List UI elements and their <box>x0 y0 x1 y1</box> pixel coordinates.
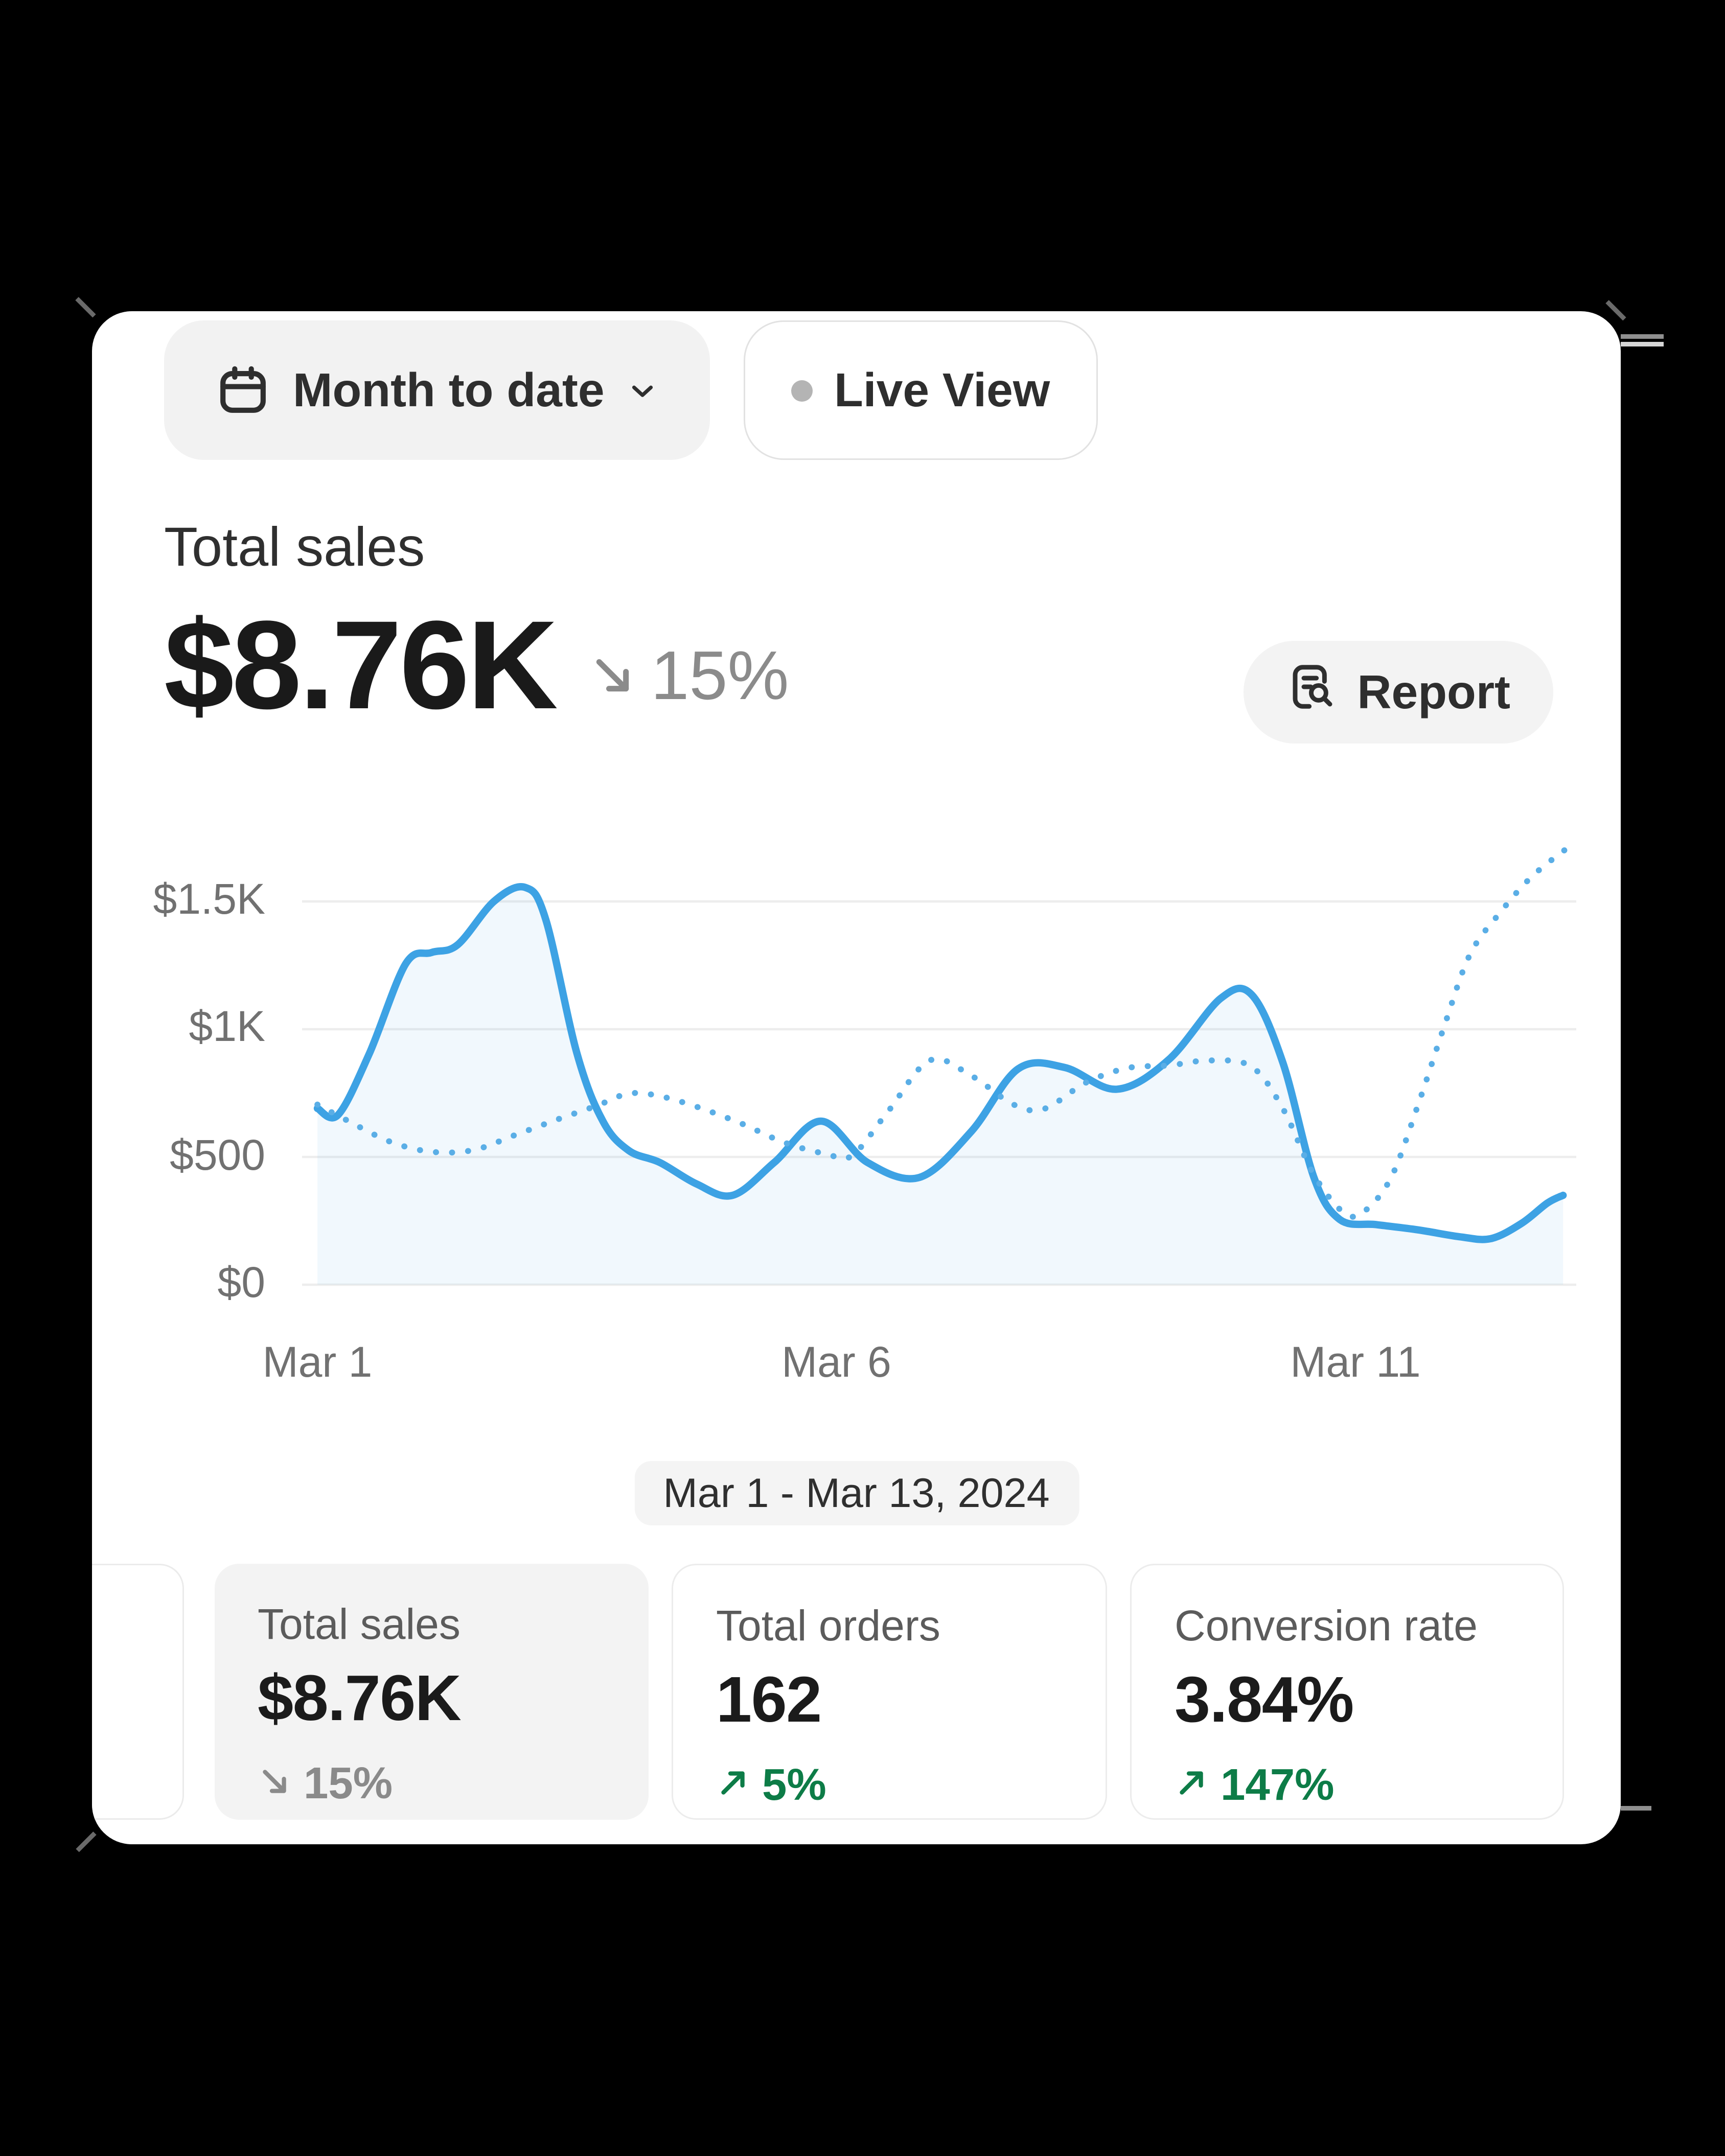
metric-card-conversion-rate[interactable]: Conversion rate 3.84% 147% <box>1130 1564 1564 1820</box>
metric-delta-value: 15% <box>651 636 789 714</box>
card-delta: 15% <box>258 1760 649 1811</box>
card-delta: 5% <box>716 1761 1106 1812</box>
card-label: Conversion rate <box>1175 1602 1478 1650</box>
arrow-down-right-icon <box>258 1760 291 1811</box>
corner-streak-decoration <box>1621 334 1664 339</box>
live-view-button[interactable]: Live View <box>744 320 1098 460</box>
x-axis-tick-label: Mar 6 <box>781 1338 891 1386</box>
report-icon <box>1286 660 1339 725</box>
card-value: 162 <box>716 1663 822 1735</box>
y-axis-tick-label: $1K <box>189 1003 265 1051</box>
card-delta: 147% <box>1175 1761 1562 1812</box>
metric-card-partial[interactable] <box>92 1564 184 1820</box>
arrow-up-right-icon <box>716 1761 750 1812</box>
metric-card-total-orders[interactable]: Total orders 162 5% <box>672 1564 1107 1820</box>
x-axis-tick-label: Mar 11 <box>1290 1338 1421 1386</box>
corner-streak-decoration <box>1621 1806 1651 1811</box>
card-delta-value: 147% <box>1221 1761 1335 1811</box>
card-value: 3.84% <box>1175 1663 1354 1735</box>
card-delta-value: 15% <box>304 1760 393 1809</box>
sales-line-chart <box>302 844 1576 1286</box>
x-axis-tick-label: Mar 1 <box>262 1338 373 1386</box>
report-label: Report <box>1357 664 1510 718</box>
arrow-up-right-icon <box>1175 1761 1208 1812</box>
chevron-down-icon <box>626 374 660 407</box>
metric-summary: $8.76K 15% <box>164 596 789 737</box>
arrow-down-right-icon <box>589 636 637 716</box>
metric-delta: 15% <box>589 636 789 716</box>
corner-streak-decoration <box>1621 342 1664 346</box>
date-range-label: Month to date <box>293 362 605 416</box>
card-label: Total orders <box>716 1602 940 1650</box>
calendar-icon <box>215 362 271 419</box>
report-button[interactable]: Report <box>1244 641 1553 744</box>
live-view-label: Live View <box>834 362 1050 416</box>
y-axis-tick-label: $1.5K <box>153 875 265 923</box>
corner-tick-decoration <box>76 297 96 317</box>
page-title: Total sales <box>164 515 425 578</box>
y-axis-tick-label: $0 <box>217 1259 265 1306</box>
metric-value: $8.76K <box>164 596 558 736</box>
date-range-selector[interactable]: Month to date <box>164 320 710 460</box>
corner-tick-decoration <box>76 1832 96 1852</box>
corner-tick-decoration <box>1606 300 1626 320</box>
card-value: $8.76K <box>258 1662 462 1734</box>
card-label: Total sales <box>258 1601 461 1648</box>
live-status-dot-icon <box>791 379 813 401</box>
date-range-badge: Mar 1 - Mar 13, 2024 <box>634 1461 1079 1525</box>
metric-card-total-sales[interactable]: Total sales $8.76K 15% <box>215 1564 649 1820</box>
dashboard-panel: Month to date Live View Total sales $8.7… <box>92 311 1621 1844</box>
y-axis-tick-label: $500 <box>170 1130 265 1178</box>
card-delta-value: 5% <box>762 1761 826 1811</box>
